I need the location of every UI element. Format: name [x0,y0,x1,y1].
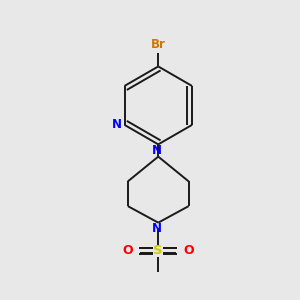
Text: Br: Br [151,38,166,52]
Text: N: N [152,144,162,157]
Text: O: O [183,244,194,257]
Text: O: O [123,244,133,257]
Text: S: S [153,244,163,257]
Text: N: N [152,222,162,235]
Text: N: N [112,118,122,131]
